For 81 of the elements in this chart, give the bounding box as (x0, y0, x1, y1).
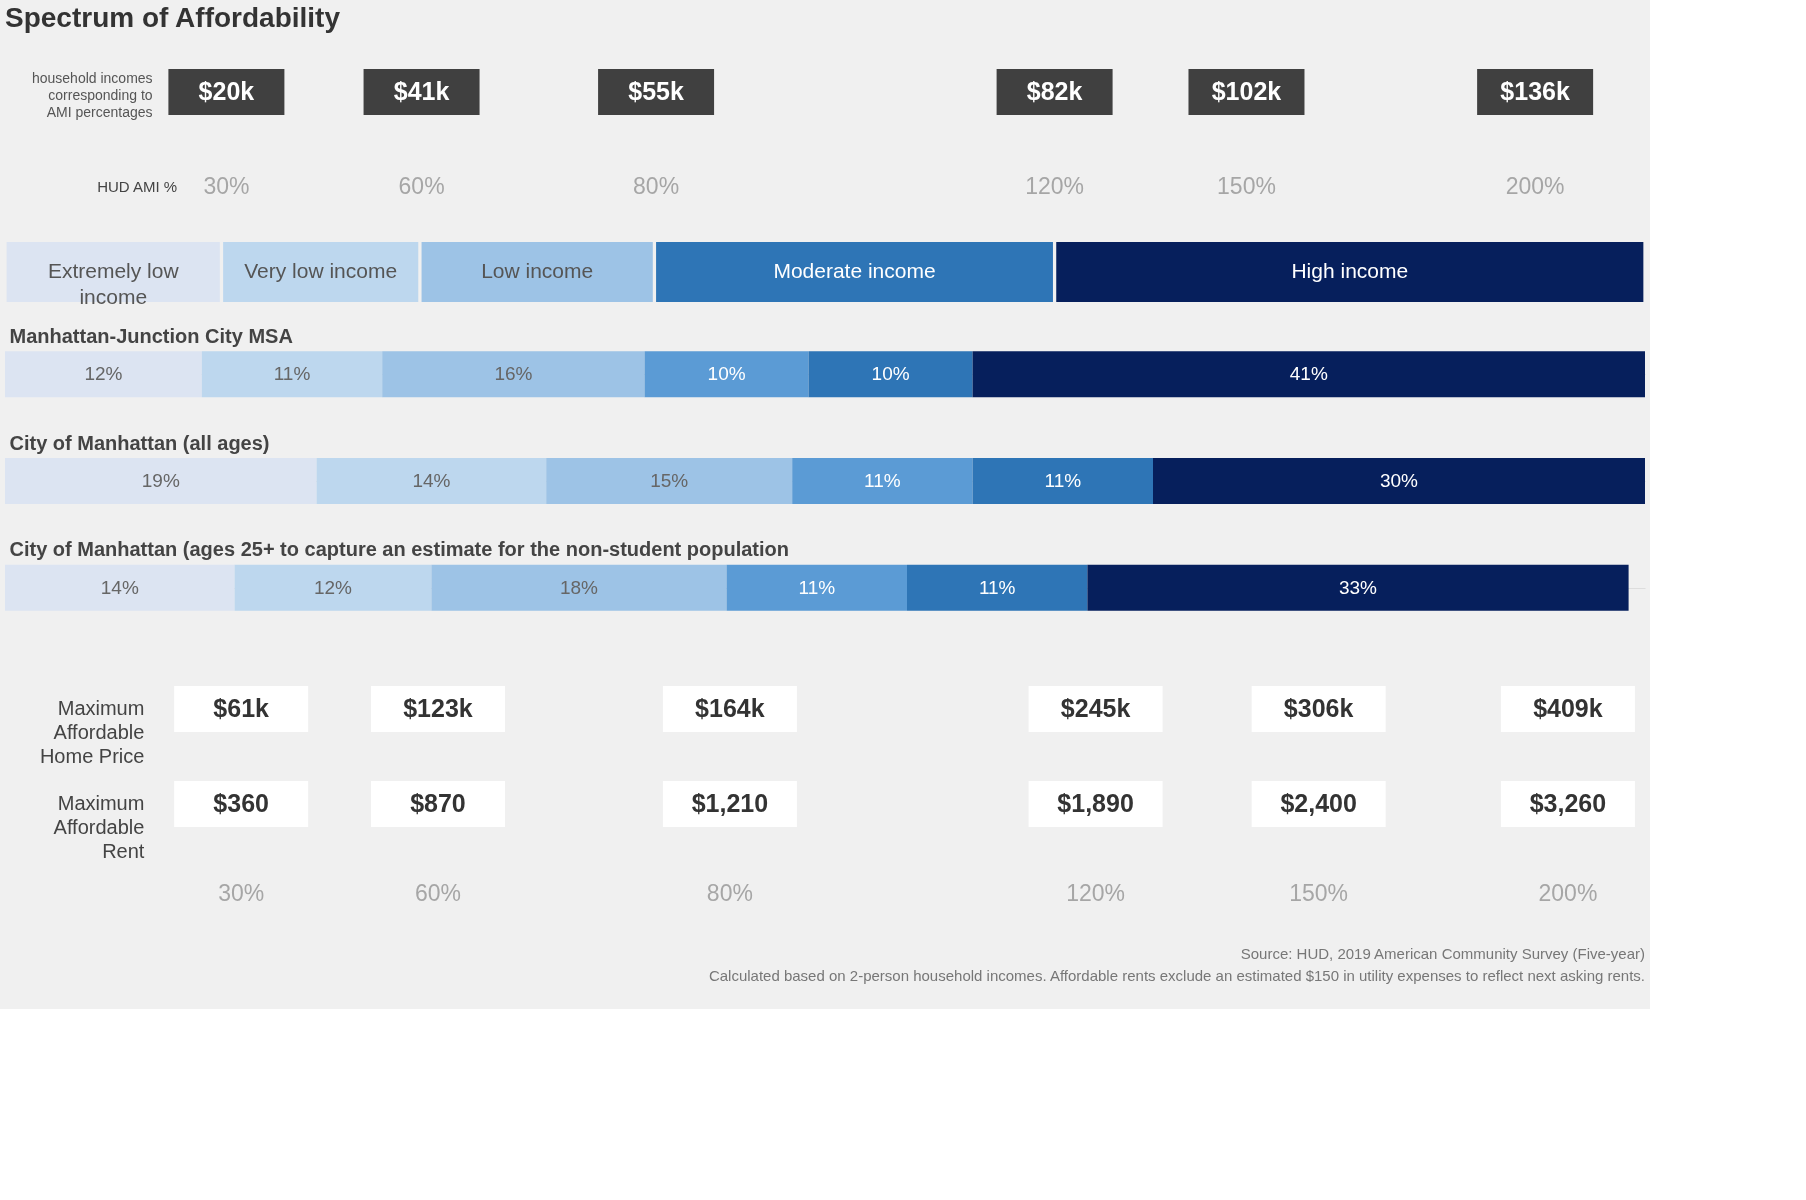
text: $1,210 (691, 789, 769, 817)
bar (316, 458, 547, 504)
bar (907, 564, 1088, 611)
text: $409k (1533, 694, 1603, 722)
text: $2,400 (1280, 789, 1357, 817)
bar (5, 351, 202, 398)
text: Calculated based on 2-person household incomes. Affordable rents exclude an estimated $150 in utility expenses to reflect next asking rents. (708, 967, 1645, 984)
text: $870 (410, 789, 466, 817)
text: $360 (213, 789, 269, 817)
text: $306k (1283, 694, 1354, 722)
bar (808, 351, 973, 398)
bar (5, 458, 317, 504)
data-label: 10% (871, 363, 910, 385)
text: Extremely low income (47, 259, 180, 308)
text: 80% (633, 173, 680, 199)
text: Low income (481, 259, 594, 282)
bar (1087, 564, 1629, 611)
data-label: 14% (100, 576, 139, 598)
data-label: 12% (84, 363, 123, 385)
text: 120% (1066, 880, 1126, 906)
text: 150% (1289, 880, 1349, 906)
bar (201, 351, 383, 398)
bar (382, 351, 645, 398)
bar (431, 564, 727, 611)
text: $102k (1211, 77, 1282, 105)
data-label: 16% (494, 363, 533, 385)
bar (644, 351, 809, 398)
text: $20k (198, 77, 255, 105)
text: 60% (414, 880, 461, 906)
text: 200% (1505, 173, 1565, 199)
bar (792, 458, 973, 504)
data-label: 12% (313, 576, 353, 598)
data-label: 11% (273, 363, 311, 385)
text: $245k (1060, 694, 1131, 722)
y-tick-label: City of Manhattan (all ages) (9, 431, 270, 454)
data-label: 14% (412, 470, 451, 491)
text: $41k (393, 77, 450, 105)
data-label: 11% (1044, 470, 1082, 491)
text: Very low income (244, 259, 398, 282)
text: 30% (203, 173, 250, 199)
data-label: 10% (707, 363, 746, 385)
bar (1153, 458, 1645, 504)
text: $123k (403, 694, 473, 722)
data-label: 41% (1289, 363, 1328, 385)
data-label: 18% (559, 576, 599, 598)
data-label: 30% (1379, 470, 1419, 491)
data-label: 15% (650, 470, 689, 491)
text: $136k (1500, 77, 1570, 105)
text: $3,260 (1529, 789, 1607, 817)
text: $164k (695, 694, 765, 722)
bar (234, 564, 432, 611)
text: 200% (1538, 880, 1598, 906)
data-label: 33% (1338, 576, 1378, 598)
bar (972, 458, 1153, 504)
text: 30% (218, 880, 265, 906)
text: 80% (706, 880, 753, 906)
text: Maximum Affordable Rent (53, 792, 145, 862)
data-label: 11% (978, 576, 1016, 598)
text: HUD AMI % (97, 178, 178, 195)
text: 60% (398, 173, 445, 199)
data-label: 11% (864, 470, 901, 491)
text: $1,890 (1057, 789, 1134, 817)
bar (726, 564, 907, 611)
data-label: 11% (798, 576, 836, 598)
text: $61k (213, 694, 270, 722)
bar (5, 564, 235, 611)
text: household incomes corresponding to AMI percentages (31, 70, 153, 120)
chart-title: Spectrum of Affordability (5, 2, 341, 33)
source-note: Source: HUD, 2019 American Community Survey (Five-year) (1240, 945, 1645, 962)
text: 150% (1217, 173, 1276, 199)
text: $55k (628, 77, 684, 105)
text: 120% (1025, 173, 1085, 199)
y-tick-label: City of Manhattan (ages 25+ to capture an estimate for the non-student population (9, 538, 790, 561)
text: Moderate income (773, 259, 936, 282)
data-label: 19% (141, 470, 180, 491)
text: $82k (1026, 77, 1083, 105)
text: High income (1291, 259, 1409, 282)
y-tick-label: Manhattan-Junction City MSA (9, 324, 293, 347)
text: Maximum Affordable Home Price (39, 697, 145, 767)
bar (546, 458, 793, 504)
bar (972, 351, 1645, 398)
